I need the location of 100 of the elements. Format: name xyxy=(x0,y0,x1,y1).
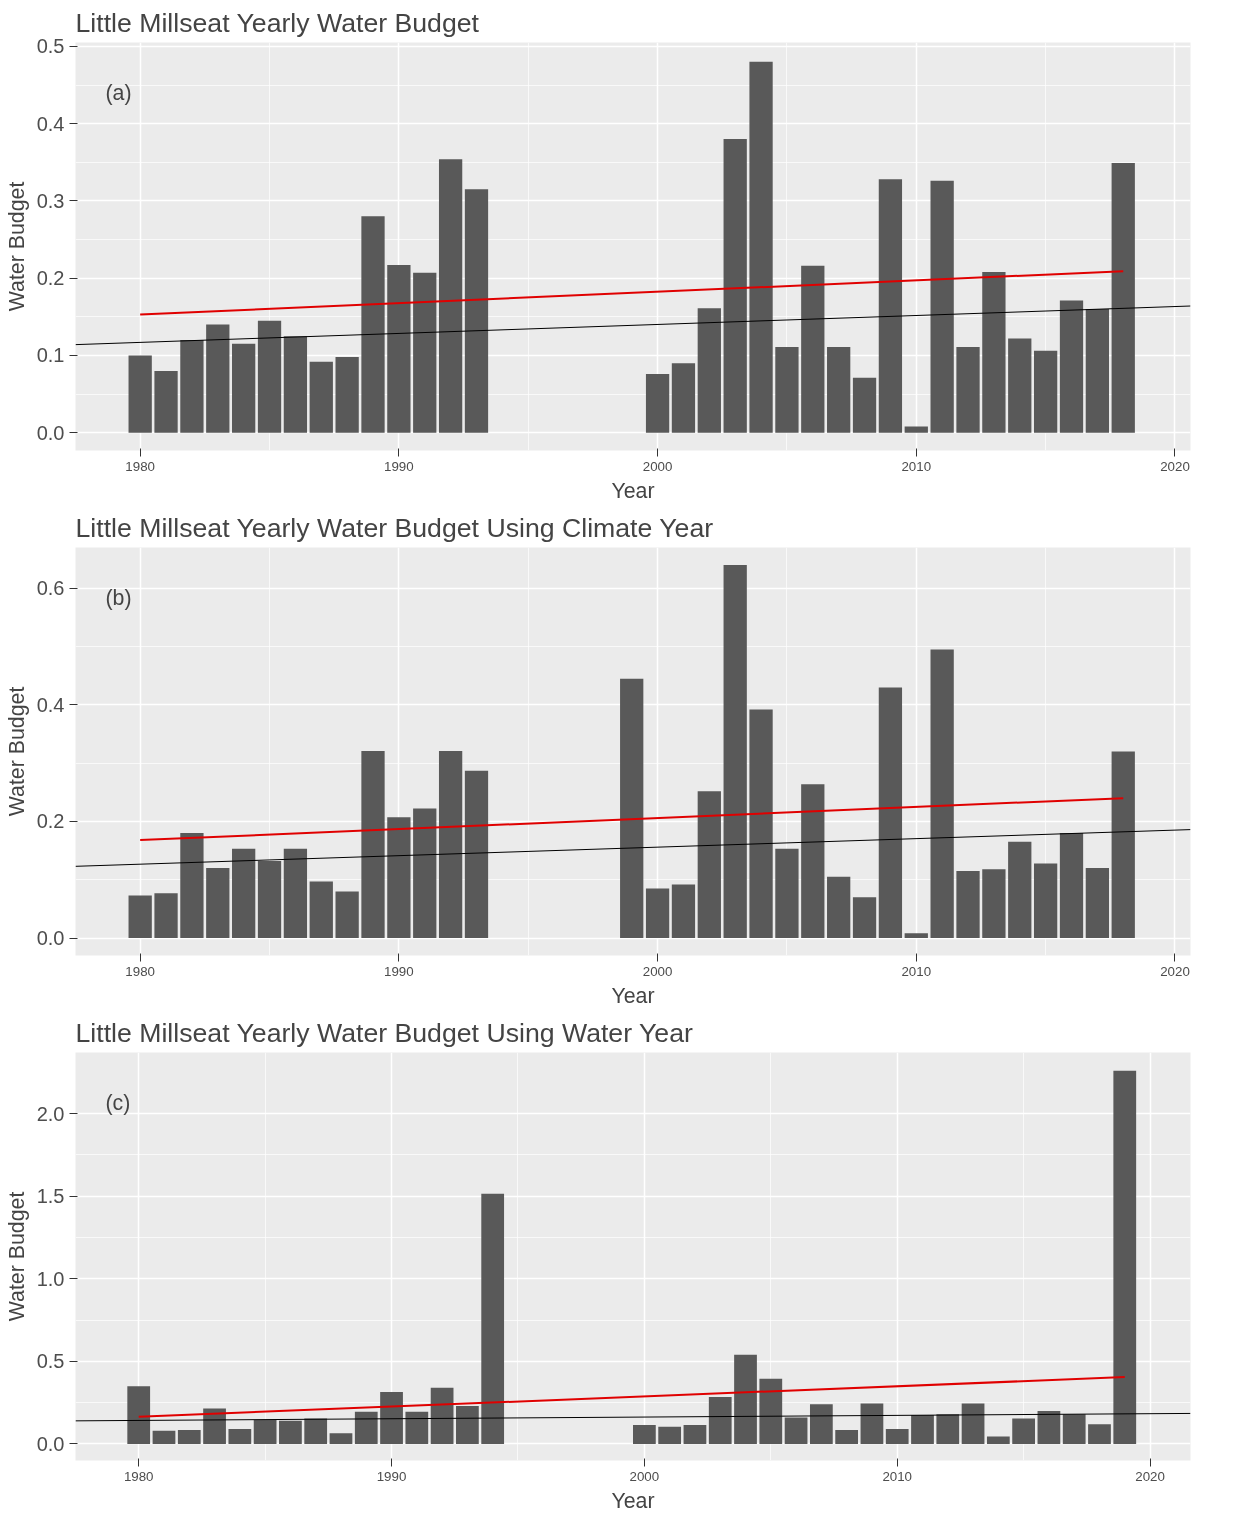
bar xyxy=(1085,309,1110,433)
y-tick-label: 2.0 xyxy=(36,1102,65,1125)
bar xyxy=(154,893,178,939)
chart-title: Little Millseat Yearly Water Budget xyxy=(75,7,480,38)
bar xyxy=(878,179,903,433)
annotation: (b) xyxy=(105,585,132,610)
x-tick-label: 2020 xyxy=(1160,963,1190,979)
bar xyxy=(1059,300,1084,433)
bar xyxy=(956,346,980,433)
bar xyxy=(1113,1070,1137,1444)
y-axis-title: Water Budget xyxy=(4,181,29,312)
x-tick-label: 2000 xyxy=(642,963,673,979)
bar xyxy=(936,1414,960,1444)
bar xyxy=(749,709,773,939)
y-tick-label: 0.6 xyxy=(36,577,65,600)
chart-title: Little Millseat Yearly Water Budget Using Climate Year xyxy=(75,512,714,543)
bar xyxy=(387,265,411,433)
x-tick-label: 2010 xyxy=(882,1468,913,1484)
bar xyxy=(708,1396,732,1444)
bar xyxy=(784,1417,808,1444)
bar xyxy=(456,1405,479,1444)
bar xyxy=(956,870,980,939)
bar xyxy=(1012,1418,1036,1444)
bar xyxy=(1033,350,1058,433)
bar xyxy=(128,895,152,939)
bar xyxy=(671,884,696,939)
bar xyxy=(1088,1424,1111,1444)
y-tick-label: 0.3 xyxy=(36,189,65,212)
y-tick-label: 0.4 xyxy=(36,693,65,716)
bar xyxy=(1037,1410,1061,1444)
y-tick-label: 0.0 xyxy=(36,927,65,950)
x-axis-title: Year xyxy=(611,1488,655,1513)
bar xyxy=(253,1420,277,1444)
x-tick-label: 1990 xyxy=(384,963,414,979)
y-tick-label: 0.5 xyxy=(36,35,65,58)
bar xyxy=(464,770,489,939)
bar xyxy=(1085,868,1110,939)
x-tick-label: 2020 xyxy=(1135,1468,1165,1484)
bar xyxy=(206,868,230,939)
bar xyxy=(128,355,152,433)
bar xyxy=(827,346,851,433)
x-tick-label: 1980 xyxy=(123,1468,154,1484)
bar xyxy=(759,1378,783,1444)
bar xyxy=(930,180,954,433)
bar xyxy=(127,1386,151,1444)
bar xyxy=(405,1411,429,1444)
bar xyxy=(1059,833,1084,939)
bar xyxy=(749,61,773,433)
bar xyxy=(645,374,670,433)
x-axis-title: Year xyxy=(611,478,655,503)
bar xyxy=(982,272,1006,433)
x-tick-label: 2000 xyxy=(629,1468,660,1484)
x-tick-label: 1980 xyxy=(125,458,156,474)
bar xyxy=(734,1354,757,1444)
bar xyxy=(206,324,230,433)
bar xyxy=(723,139,747,433)
bar xyxy=(335,357,359,433)
x-tick-label: 1990 xyxy=(384,458,414,474)
bar xyxy=(257,320,282,433)
bar xyxy=(152,1430,176,1444)
x-tick-label: 1980 xyxy=(125,963,156,979)
y-axis-title: Water Budget xyxy=(4,686,29,817)
bar xyxy=(633,1424,656,1444)
y-tick-label: 1.0 xyxy=(36,1267,65,1290)
bar xyxy=(860,1403,884,1444)
bar xyxy=(309,881,333,939)
bar xyxy=(309,361,333,433)
bar xyxy=(775,346,799,433)
bar xyxy=(982,869,1006,939)
bar xyxy=(878,687,903,939)
bar xyxy=(775,848,799,939)
bar xyxy=(413,808,437,939)
bar xyxy=(852,377,877,433)
bar xyxy=(1111,163,1135,433)
bar xyxy=(177,1429,201,1444)
bar xyxy=(827,876,851,939)
bar xyxy=(438,159,463,433)
bar xyxy=(438,750,463,939)
y-tick-label: 1.5 xyxy=(36,1185,65,1208)
bar xyxy=(1008,338,1032,433)
x-tick-label: 2000 xyxy=(642,458,673,474)
bar xyxy=(361,216,385,433)
x-tick-label: 2010 xyxy=(901,963,932,979)
bar xyxy=(283,336,308,433)
bar xyxy=(180,340,204,433)
bar xyxy=(671,363,696,433)
bar xyxy=(228,1429,252,1444)
bar xyxy=(645,888,670,939)
bar xyxy=(697,308,721,433)
bar xyxy=(809,1404,833,1444)
y-tick-label: 0.2 xyxy=(36,267,65,290)
bar xyxy=(658,1426,682,1444)
bar xyxy=(1062,1414,1086,1444)
bar xyxy=(835,1429,859,1444)
bar xyxy=(380,1391,403,1444)
bar xyxy=(904,933,928,939)
bar xyxy=(904,426,928,433)
bar xyxy=(304,1418,328,1444)
bar xyxy=(180,833,204,939)
y-axis-title: Water Budget xyxy=(4,1191,29,1322)
